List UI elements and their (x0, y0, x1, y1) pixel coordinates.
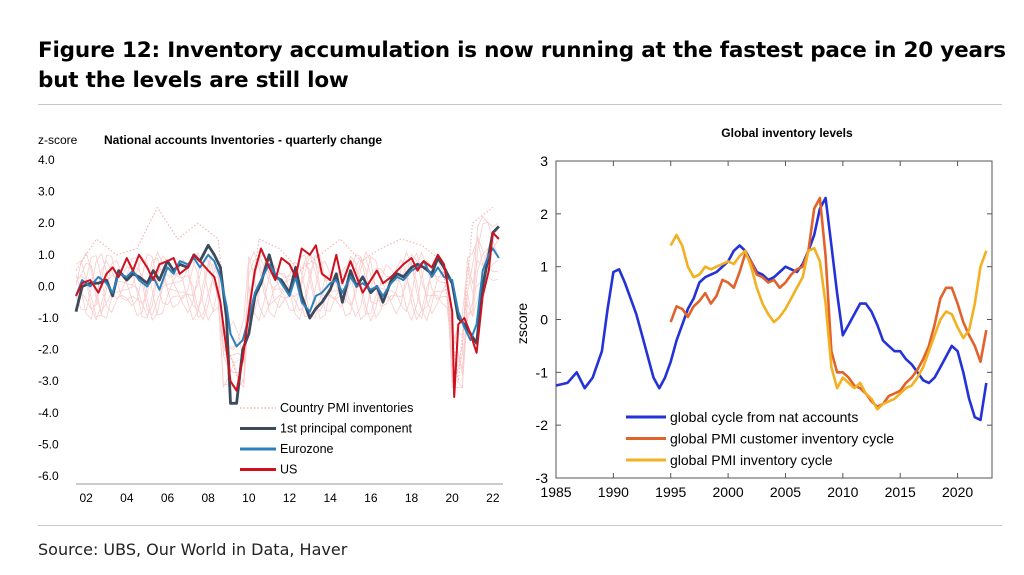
y-tick-label: 1.0 (38, 248, 55, 262)
y-tick-label: 0.0 (38, 279, 55, 293)
series-line-global-pmi-inventory-cycle (669, 233, 988, 411)
series-line-eurozone (75, 247, 500, 348)
x-tick-label: 20 (445, 491, 459, 505)
top-divider (38, 104, 1002, 105)
y-tick-label: 3.0 (38, 185, 55, 199)
country-line (75, 221, 499, 389)
legend: global cycle from nat accounts global PMI… (626, 409, 894, 468)
y-tick-label: 1 (540, 259, 548, 275)
chart-title: Global inventory levels (721, 126, 853, 140)
x-tick-label: 16 (364, 491, 378, 505)
x-tick-label: 2015 (885, 484, 916, 500)
y-tick-label: -3.0 (38, 374, 59, 388)
country-lines-group (75, 215, 499, 389)
source-note: Source: UBS, Our World in Data, Haver (38, 540, 348, 559)
y-tick-label: 2.0 (38, 216, 55, 230)
country-line (75, 246, 499, 361)
x-tick-label: 02 (79, 491, 93, 505)
legend-label: global PMI customer inventory cycle (670, 431, 894, 447)
x-tick-label: 22 (486, 491, 500, 505)
y-tick-label: -6.0 (38, 469, 59, 483)
y-tick-label: 4.0 (38, 153, 55, 167)
x-tick-label: 2000 (713, 484, 744, 500)
x-tick-label: 2020 (942, 484, 973, 500)
chart-title: National accounts Inventories - quarterl… (104, 133, 382, 147)
y-tick-label: -2.0 (38, 343, 59, 357)
x-tick-label: 12 (283, 491, 297, 505)
x-tick-label: 10 (242, 491, 256, 505)
y-tick-label: 0 (540, 312, 548, 328)
legend-label: Eurozone (280, 442, 334, 456)
country-line (75, 215, 499, 388)
y-tick-label: -5.0 (38, 437, 59, 451)
x-tick-label: 18 (405, 491, 419, 505)
series-line-global-cycle-from-nat-accounts (555, 196, 988, 422)
x-tick-label: 08 (201, 491, 215, 505)
y-tick-label: -3 (536, 470, 549, 486)
x-tick-label: 14 (323, 491, 337, 505)
x-tick-label: 2010 (827, 484, 858, 500)
x-tick-label: 06 (161, 491, 175, 505)
y-tick-label: 2 (540, 206, 548, 222)
country-line (75, 240, 499, 389)
series-line-global-pmi-customer-inventory-cycle (669, 196, 988, 408)
y-tick-label: 3 (540, 153, 548, 169)
bottom-divider (38, 525, 1002, 526)
x-tick-label: 1995 (655, 484, 686, 500)
x-tick-label: 2005 (770, 484, 801, 500)
y-tick-label: -4.0 (38, 406, 59, 420)
legend-label: US (280, 463, 297, 477)
chart-inventories-quarterly-change: z-score National accounts Inventories - q… (38, 133, 503, 505)
y-tick-label: -2 (536, 417, 549, 433)
country-line (75, 235, 498, 388)
x-tick-label: 04 (120, 491, 134, 505)
series-line-country-pmi-inventories (75, 206, 494, 382)
legend-label: Country PMI inventories (280, 401, 413, 415)
y-axis-label: z-score (38, 133, 78, 147)
legend-label: 1st principal component (280, 422, 413, 436)
legend: Country PMI inventories 1st principal com… (240, 401, 413, 477)
legend-label: global PMI inventory cycle (670, 452, 833, 468)
series-line-us (75, 231, 500, 398)
legend-label: global cycle from nat accounts (670, 409, 858, 425)
x-tick-label: 1985 (540, 484, 571, 500)
y-tick-label: -1.0 (38, 311, 59, 325)
figure-title: Figure 12: Inventory accumulation is now… (38, 38, 1006, 93)
x-tick-label: 1990 (598, 484, 629, 500)
y-tick-label: -1 (536, 364, 549, 380)
y-axis-label: zscore (514, 303, 530, 344)
